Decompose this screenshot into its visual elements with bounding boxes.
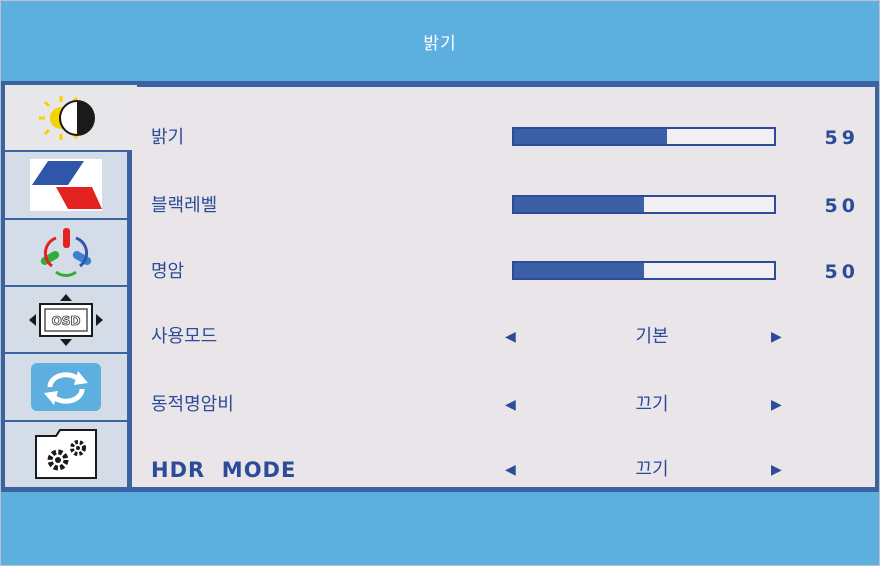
osd-footer <box>1 492 879 565</box>
contrast-value: 50 <box>824 261 859 283</box>
black-level-slider[interactable] <box>512 195 776 214</box>
tab-reset[interactable] <box>5 354 127 420</box>
tab-brightness[interactable] <box>5 85 137 151</box>
reset-icon <box>31 362 101 411</box>
contrast-label: 명암 <box>151 261 185 282</box>
brightness-row[interactable]: 밝기 59 <box>132 118 875 158</box>
settings-panel: 밝기 59 블랙레벨 50 명암 50 사용모드 ◀ 기본 ▶ 동적명암비 ◀ … <box>132 87 875 487</box>
usage-mode-label: 사용모드 <box>151 326 218 347</box>
dynamic-contrast-label: 동적명암비 <box>151 394 234 415</box>
usage-mode-next-arrow-icon[interactable]: ▶ <box>771 329 782 345</box>
brightness-icon <box>39 95 95 140</box>
dynamic-contrast-prev-arrow-icon[interactable]: ◀ <box>505 397 516 413</box>
hdr-mode-row[interactable]: HDR MODE ◀ 끄기 ▶ <box>132 450 875 490</box>
hdr-mode-next-arrow-icon[interactable]: ▶ <box>771 462 782 478</box>
brightness-slider-fill <box>514 129 668 144</box>
osd-icon: OSD <box>29 293 103 346</box>
hdr-mode-label: HDR MODE <box>151 458 297 482</box>
usage-mode-row[interactable]: 사용모드 ◀ 기본 ▶ <box>132 317 875 357</box>
dynamic-contrast-row[interactable]: 동적명암비 ◀ 끄기 ▶ <box>132 385 875 425</box>
osd-tab-list: OSD <box>5 85 137 487</box>
black-level-row[interactable]: 블랙레벨 50 <box>132 186 875 226</box>
hdr-mode-prev-arrow-icon[interactable]: ◀ <box>505 462 516 478</box>
brightness-slider[interactable] <box>512 127 776 146</box>
brightness-value: 59 <box>824 127 859 149</box>
black-level-slider-fill <box>514 197 644 212</box>
contrast-row[interactable]: 명암 50 <box>132 252 875 292</box>
black-level-value: 50 <box>824 195 859 217</box>
dynamic-contrast-next-arrow-icon[interactable]: ▶ <box>771 397 782 413</box>
contrast-slider-fill <box>514 263 644 278</box>
tab-settings[interactable] <box>5 421 127 487</box>
tab-color[interactable] <box>5 219 127 285</box>
osd-title: 밝기 <box>423 33 457 54</box>
settings-gears-icon <box>35 429 97 480</box>
usage-mode-option: 기본 <box>635 326 669 347</box>
color-rgb-icon <box>40 228 92 278</box>
image-color-icon <box>30 158 102 211</box>
dynamic-contrast-option: 끄기 <box>635 394 669 415</box>
svg-text:OSD: OSD <box>52 314 81 328</box>
brightness-label: 밝기 <box>151 127 185 148</box>
tab-osd[interactable]: OSD <box>5 286 127 353</box>
black-level-label: 블랙레벨 <box>151 195 218 216</box>
contrast-slider[interactable] <box>512 261 776 280</box>
tab-image[interactable] <box>5 152 127 218</box>
usage-mode-prev-arrow-icon[interactable]: ◀ <box>505 329 516 345</box>
hdr-mode-option: 끄기 <box>635 459 669 480</box>
